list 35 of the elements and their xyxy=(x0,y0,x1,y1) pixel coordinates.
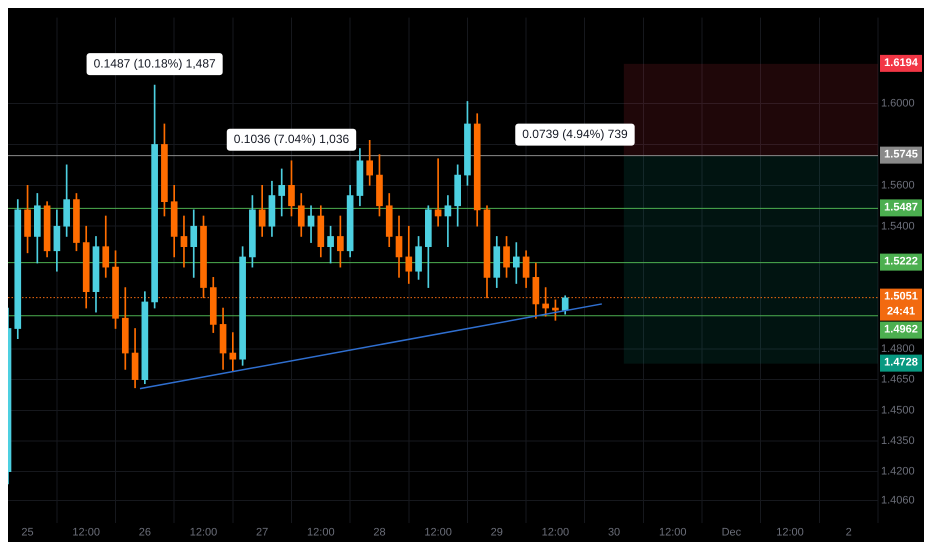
x-tick-label: Dec xyxy=(722,526,742,538)
x-tick-label: 12:00 xyxy=(307,526,335,538)
x-tick-label: 12:00 xyxy=(542,526,570,538)
x-tick-label: 30 xyxy=(608,526,620,538)
y-tick-label: 1.4060 xyxy=(881,494,915,506)
x-tick-label: 26 xyxy=(138,526,151,538)
band-label: 1.6194 xyxy=(884,56,919,69)
ref-line-label: 1.5051 24:41 xyxy=(884,290,918,318)
y-tick-label: 1.5600 xyxy=(881,179,915,192)
ref-line-label: 1.5222 xyxy=(884,256,918,268)
candlestick xyxy=(180,216,188,268)
y-tick-label: 1.6000 xyxy=(881,98,915,110)
y-tick-label: 1.4650 xyxy=(881,374,915,386)
x-tick-label: 12:00 xyxy=(776,526,804,538)
ref-line-label: 1.5487 xyxy=(884,201,918,214)
y-tick-label: 1.4200 xyxy=(881,466,915,478)
x-tick-label: 12:00 xyxy=(72,526,100,538)
annotation: 0.0739 (4.94%) 739 xyxy=(522,126,628,141)
x-tick-label: 28 xyxy=(373,526,386,538)
x-tick-label: 12:00 xyxy=(658,526,686,538)
annotation: 0.1036 (7.04%) 1,036 xyxy=(234,132,350,146)
x-tick-label: 29 xyxy=(490,526,503,538)
y-tick-label: 1.4350 xyxy=(881,435,915,448)
x-tick-label: 25 xyxy=(21,526,34,538)
annotation: 0.1487 (10.18%) 1,487 xyxy=(94,56,216,70)
ref-line-label: 1.4962 xyxy=(884,324,918,336)
x-tick-label: 2 xyxy=(846,526,852,538)
x-tick-label: 12:00 xyxy=(424,526,452,538)
band-label: 1.4728 xyxy=(884,356,918,369)
y-tick-label: 1.4800 xyxy=(881,342,915,355)
y-tick-label: 1.4500 xyxy=(881,404,915,416)
x-tick-label: 27 xyxy=(256,526,268,538)
y-tick-label: 1.5400 xyxy=(881,220,915,232)
ref-line-label: 1.5745 xyxy=(884,148,918,161)
x-tick-label: 12:00 xyxy=(190,526,218,538)
